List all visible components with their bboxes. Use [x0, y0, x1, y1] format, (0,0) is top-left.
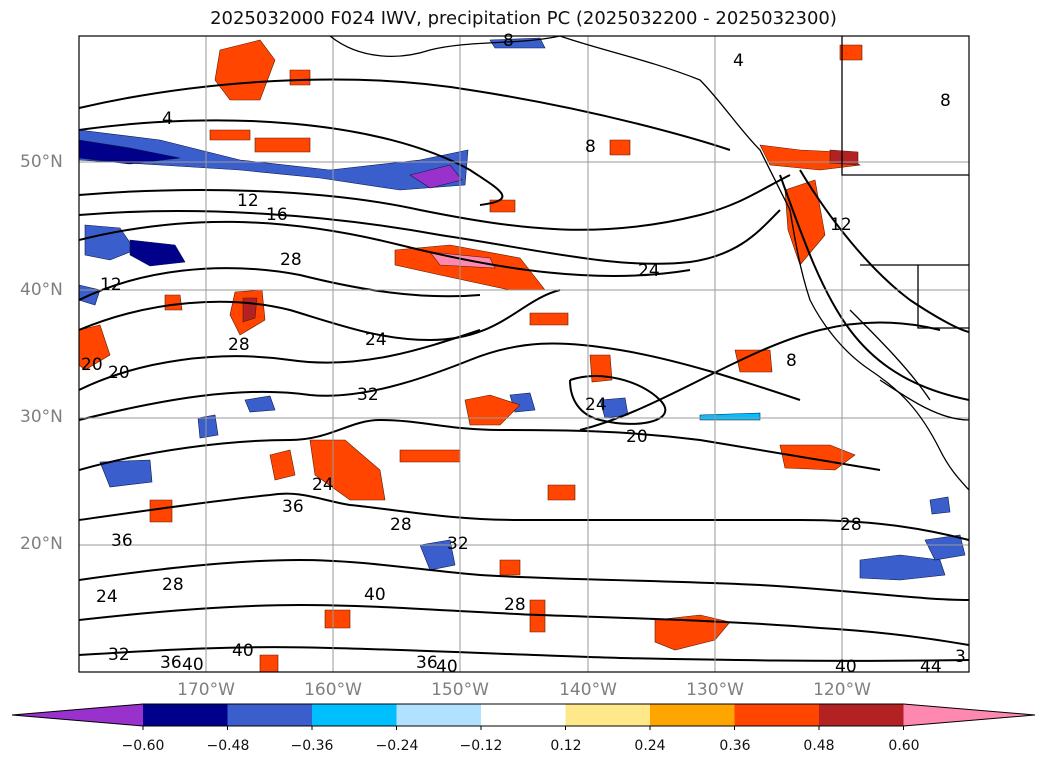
- colorbar-extend-right: [903, 704, 1035, 726]
- contour-label: 36: [416, 653, 438, 673]
- lon-label-150w: 150°W: [431, 680, 489, 700]
- contour-label: 20: [626, 427, 648, 447]
- contour-label: 28: [228, 335, 250, 355]
- contour-label: 4: [162, 109, 173, 129]
- contour-label: 24: [585, 395, 607, 415]
- colorbar-segment: [481, 704, 566, 726]
- negative-precip-patches: [79, 37, 966, 581]
- contour-label: 32: [447, 534, 469, 554]
- contour-label: 36: [160, 653, 182, 673]
- contour-label: 20: [81, 355, 103, 375]
- contour-label: 36: [111, 531, 133, 551]
- contour-label: 8: [940, 91, 951, 111]
- contour-label: 40: [232, 641, 254, 661]
- lon-label-170w: 170°W: [177, 680, 235, 700]
- contour-label: 40: [364, 585, 386, 605]
- iwv-contours: [79, 78, 969, 662]
- contour-label: 28: [840, 515, 862, 535]
- colorbar-segment: [734, 704, 820, 726]
- lat-label-40n: 40°N: [20, 280, 63, 300]
- contour-label: 40: [835, 657, 857, 677]
- contour-label: 28: [390, 515, 412, 535]
- contour-label: 4: [733, 51, 744, 71]
- colorbar-segment: [650, 704, 735, 726]
- contour-label: 32: [357, 385, 379, 405]
- contour-label: 24: [96, 587, 118, 607]
- graticule: [79, 36, 969, 672]
- colorbar-segment: [565, 704, 651, 726]
- contour-label: 28: [280, 250, 302, 270]
- contour-label: 12: [100, 275, 122, 295]
- contour-label: 8: [585, 137, 596, 157]
- positive-precip-patches: [79, 39, 863, 672]
- lon-label-140w: 140°W: [559, 680, 617, 700]
- colorbar-tick-label: 0.48: [803, 738, 835, 754]
- colorbar-tick-label: −0.48: [206, 738, 250, 754]
- lat-label-30n: 30°N: [20, 407, 63, 427]
- colorbar-tick-label: −0.24: [375, 738, 419, 754]
- colorbar-tick-label: 0.36: [719, 738, 751, 754]
- lat-label-50n: 50°N: [20, 152, 63, 172]
- lon-label-130w: 130°W: [686, 680, 744, 700]
- contour-label: 44: [920, 657, 942, 677]
- colorbar-tick-label: −0.36: [290, 738, 334, 754]
- colorbar-segment: [143, 704, 228, 726]
- contour-label: 40: [182, 655, 204, 675]
- colorbar-tick-label: 0.60: [888, 738, 920, 754]
- contour-label: 24: [638, 261, 660, 281]
- contour-label: 36: [282, 497, 304, 517]
- contour-label: 40: [436, 657, 458, 677]
- map-title: 2025032000 F024 IWV, precipitation PC (2…: [210, 8, 837, 29]
- colorbar-segment: [396, 704, 482, 726]
- contour-label: 28: [504, 595, 526, 615]
- contour-label: 16: [266, 205, 288, 225]
- contour-label: 3: [955, 647, 966, 667]
- colorbar-segment: [819, 704, 904, 726]
- colorbar-extend-left: [12, 704, 143, 726]
- lon-label-160w: 160°W: [304, 680, 362, 700]
- contour-label: 12: [830, 215, 852, 235]
- map-border: [78, 35, 970, 673]
- colorbar-tick-label: 0.24: [634, 738, 666, 754]
- contour-label: 24: [365, 330, 387, 350]
- colorbar: [11, 703, 1036, 730]
- contour-label: 8: [786, 351, 797, 371]
- contour-label: 32: [108, 645, 130, 665]
- contour-label: 24: [312, 475, 334, 495]
- contour-label: 8: [503, 31, 514, 51]
- colorbar-segment: [227, 704, 313, 726]
- coastlines: [329, 36, 969, 491]
- colorbar-segment: [312, 704, 397, 726]
- map-area: [79, 36, 969, 672]
- lat-label-20n: 20°N: [20, 534, 63, 554]
- colorbar-tick-label: 0.12: [550, 738, 582, 754]
- contour-label: 20: [108, 363, 130, 383]
- colorbar-tick-label: −0.12: [459, 738, 503, 754]
- contour-label-group: 4 4 8 8 8 8 12 16 12 12 28 24 24 28 20 2…: [81, 31, 966, 677]
- lon-label-120w: 120°W: [813, 680, 871, 700]
- contour-label: 28: [162, 575, 184, 595]
- contour-label: 12: [237, 191, 259, 211]
- colorbar-tick-label: −0.60: [121, 738, 165, 754]
